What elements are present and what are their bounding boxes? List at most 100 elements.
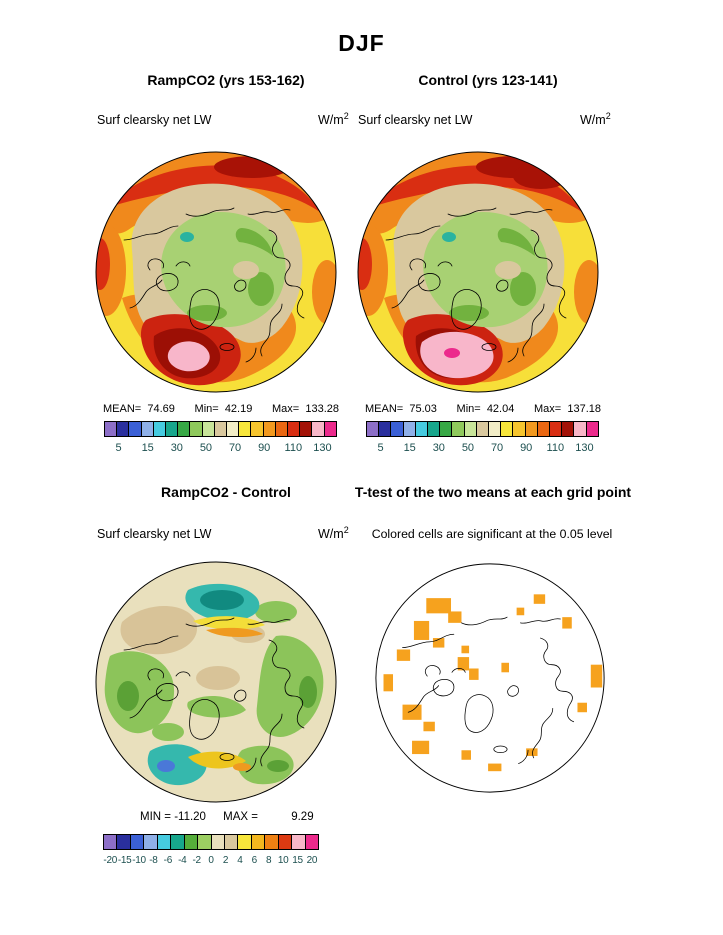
colorbar-tick: -6	[163, 855, 173, 866]
colorbar-cell	[550, 422, 563, 436]
min-label: Min=	[456, 403, 481, 415]
panel-title-control: Control (yrs 123-141)	[418, 72, 558, 88]
colorbar-cell	[238, 835, 252, 849]
colorbar-cell	[586, 422, 598, 436]
colorbar-cell	[144, 835, 158, 849]
max-label: Max=	[534, 403, 562, 415]
colorbar-tick: 70	[228, 442, 242, 454]
colorbar-tick: 5	[115, 442, 122, 454]
mean-value: 74.69	[147, 403, 175, 415]
colorbar-cell	[513, 422, 526, 436]
stats-control: MEAN= 75.03 Min= 42.04 Max= 137.18	[365, 403, 601, 415]
units-label-difference: W/m2	[318, 525, 349, 541]
colorbar-tick: 5	[377, 442, 384, 454]
colorbar-tick: -20	[103, 855, 117, 866]
colorbar-tick: 50	[461, 442, 475, 454]
units-base: W/m	[318, 113, 344, 128]
colorbar-cell	[440, 422, 453, 436]
colorbar-cell	[171, 835, 185, 849]
colorbar-cell	[574, 422, 587, 436]
panel-title-rampco2: RampCO2 (yrs 153-162)	[147, 72, 305, 88]
colorbar-tick: 6	[251, 855, 258, 866]
max-value: 137.18	[567, 403, 601, 415]
colorbar-cell	[324, 422, 336, 436]
colorbar-cell	[415, 422, 429, 436]
colorbar-cell	[428, 422, 441, 436]
colorbar-cell	[251, 835, 266, 849]
colorbar-tick: 20	[306, 855, 318, 866]
colorbar-cell	[178, 422, 191, 436]
colorbar-cell	[452, 422, 465, 436]
colorbar-tick: -2	[192, 855, 201, 866]
colorbar-tick: 2	[222, 855, 229, 866]
stats-rampco2: MEAN= 74.69 Min= 42.19 Max= 133.28	[103, 403, 339, 415]
map-difference	[95, 561, 337, 803]
colorbar-cell	[476, 422, 490, 436]
colorbar-cell	[239, 422, 252, 436]
min-value: -11.20	[174, 811, 206, 823]
colorbar-cell	[464, 422, 477, 436]
map-control	[357, 151, 599, 393]
colorbar-cell	[117, 835, 131, 849]
max-value: 9.29	[291, 811, 314, 823]
colorbar-tick: -4	[178, 855, 187, 866]
colorbar-tick: 8	[266, 855, 272, 866]
colorbar-tick: 110	[284, 442, 303, 454]
colorbar-cell	[489, 422, 502, 436]
colorbar-tick: -15	[117, 855, 132, 866]
colorbar-cell	[214, 422, 228, 436]
field-label-difference: Surf clearsky net LW	[97, 527, 212, 541]
max-value: 133.28	[305, 403, 339, 415]
colorbar-tick: 130	[575, 442, 594, 454]
colorbar-cell	[184, 835, 199, 849]
colorbar-tick: 15	[141, 442, 154, 454]
colorbar-tick: 15	[292, 855, 303, 866]
colorbar-tick: 4	[237, 855, 243, 866]
colorbar-cell	[292, 835, 306, 849]
panel-title-difference: RampCO2 - Control	[161, 484, 291, 500]
colorbar-cell	[275, 422, 289, 436]
units-label-rampco2: W/m2	[318, 111, 349, 127]
mean-label: MEAN=	[103, 403, 142, 415]
colorbar-cell	[130, 835, 145, 849]
units-exponent: 2	[605, 111, 611, 121]
min-value: 42.19	[224, 403, 253, 415]
units-exponent: 2	[343, 111, 349, 121]
colorbar-cell	[537, 422, 551, 436]
colorbar-cell	[265, 835, 279, 849]
colorbar-cell	[562, 422, 575, 436]
mean-value: 75.03	[409, 403, 437, 415]
mean-label: MEAN=	[365, 403, 404, 415]
colorbar-cell	[305, 835, 318, 849]
colorbar-cell	[251, 422, 264, 436]
colorbar-cell	[263, 422, 276, 436]
colorbar-tick: 0	[208, 855, 214, 866]
colorbar-cell	[211, 835, 225, 849]
colorbar-cell	[501, 422, 514, 436]
map-rampco2	[95, 151, 337, 393]
colorbar-cell	[312, 422, 325, 436]
colorbar-cell	[379, 422, 392, 436]
colorbar-cell	[202, 422, 215, 436]
colorbar-cell	[391, 422, 404, 436]
units-exponent: 2	[343, 525, 349, 535]
colorbar-cell	[224, 835, 239, 849]
significant-cells	[383, 594, 603, 772]
panel-title-ttest: T-test of the two means at each grid poi…	[354, 484, 632, 500]
colorbar-tick: 70	[490, 442, 504, 454]
colorbar-cell	[278, 835, 293, 849]
colorbar-cell	[166, 422, 179, 436]
units-base: W/m	[318, 527, 344, 542]
significance-note: Colored cells are significant at the 0.0…	[371, 527, 613, 541]
colorbar-rampco2: 5 15 30 50 70 90 110 130	[104, 421, 337, 454]
colorbar-cell	[367, 422, 380, 436]
colorbar-tick: 110	[546, 442, 565, 454]
colorbar-cell	[117, 422, 130, 436]
colorbar-cell	[105, 422, 118, 436]
colorbar-cell	[104, 835, 118, 849]
colorbar-cell	[525, 422, 538, 436]
colorbar-tick: 90	[258, 442, 271, 454]
colorbar-tick: -10	[132, 855, 146, 866]
max-label: Max=	[272, 403, 300, 415]
